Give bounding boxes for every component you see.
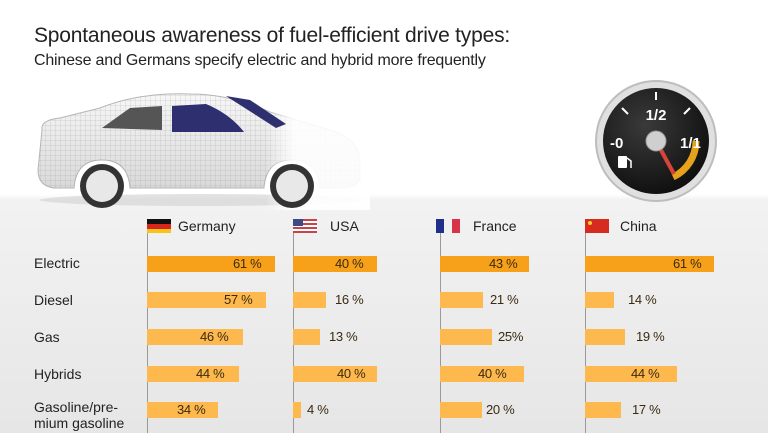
value-france-diesel: 21 % <box>490 292 519 307</box>
row-label-diesel: Diesel <box>34 292 73 308</box>
value-germany-electric: 61 % <box>233 256 262 271</box>
value-france-gasoline: 20 % <box>486 402 515 417</box>
bar-france-diesel <box>440 292 483 308</box>
fuel-gauge-icon: 1/2 -0 1/1 <box>595 80 717 202</box>
value-china-gas: 19 % <box>636 329 665 344</box>
value-usa-gasoline: 4 % <box>307 402 329 417</box>
bar-usa-gasoline <box>293 402 301 418</box>
usa-flag-icon <box>293 219 317 233</box>
china-flag-icon <box>585 219 609 233</box>
bar-germany-gas <box>147 329 243 345</box>
value-china-electric: 61 % <box>673 256 702 271</box>
value-usa-electric: 40 % <box>335 256 364 271</box>
bar-france-hybrids <box>440 366 524 382</box>
value-germany-diesel: 57 % <box>224 292 253 307</box>
bar-germany-electric <box>147 256 275 272</box>
bar-france-gas <box>440 329 492 345</box>
bar-germany-hybrids <box>147 366 239 382</box>
row-label-gas: Gas <box>34 329 60 345</box>
bar-germany-diesel <box>147 292 266 308</box>
chart-background <box>0 200 768 433</box>
chart-title: Spontaneous awareness of fuel-efficient … <box>34 24 511 47</box>
bar-china-diesel <box>585 292 614 308</box>
value-china-gasoline: 17 % <box>632 402 661 417</box>
value-germany-gasoline: 34 % <box>177 402 206 417</box>
country-germany: Germany <box>178 218 236 234</box>
value-china-diesel: 14 % <box>628 292 657 307</box>
value-france-electric: 43 % <box>489 256 518 271</box>
bar-china-gasoline <box>585 402 621 418</box>
value-usa-diesel: 16 % <box>335 292 364 307</box>
row-label-gasoline: Gasoline/pre- mium gasoline <box>34 399 125 431</box>
value-france-hybrids: 40 % <box>478 366 507 381</box>
germany-flag-icon <box>147 219 171 233</box>
france-flag-icon <box>436 219 460 233</box>
value-germany-hybrids: 44 % <box>196 366 225 381</box>
bar-usa-diesel <box>293 292 326 308</box>
value-usa-hybrids: 40 % <box>337 366 366 381</box>
bar-france-electric <box>440 256 529 272</box>
row-label-hybrids: Hybrids <box>34 366 82 382</box>
bar-france-gasoline <box>440 402 482 418</box>
row-label-electric: Electric <box>34 255 80 271</box>
country-usa: USA <box>330 218 359 234</box>
value-france-gas: 25% <box>498 329 524 344</box>
svg-text:-0: -0 <box>610 135 623 152</box>
bar-usa-gas <box>293 329 320 345</box>
bar-china-electric <box>585 256 714 272</box>
svg-text:1/1: 1/1 <box>680 135 701 152</box>
chart-subtitle: Chinese and Germans specify electric and… <box>34 52 486 69</box>
country-china: China <box>620 218 657 234</box>
bar-usa-electric <box>293 256 377 272</box>
bar-china-hybrids <box>585 366 677 382</box>
floor-edge <box>0 194 768 204</box>
car-illustration <box>37 90 370 210</box>
bar-usa-hybrids <box>293 366 377 382</box>
svg-text:1/2: 1/2 <box>646 107 667 124</box>
country-france: France <box>473 218 517 234</box>
value-germany-gas: 46 % <box>200 329 229 344</box>
value-usa-gas: 13 % <box>329 329 358 344</box>
value-china-hybrids: 44 % <box>631 366 660 381</box>
bar-china-gas <box>585 329 625 345</box>
bar-germany-gasoline <box>147 402 218 418</box>
